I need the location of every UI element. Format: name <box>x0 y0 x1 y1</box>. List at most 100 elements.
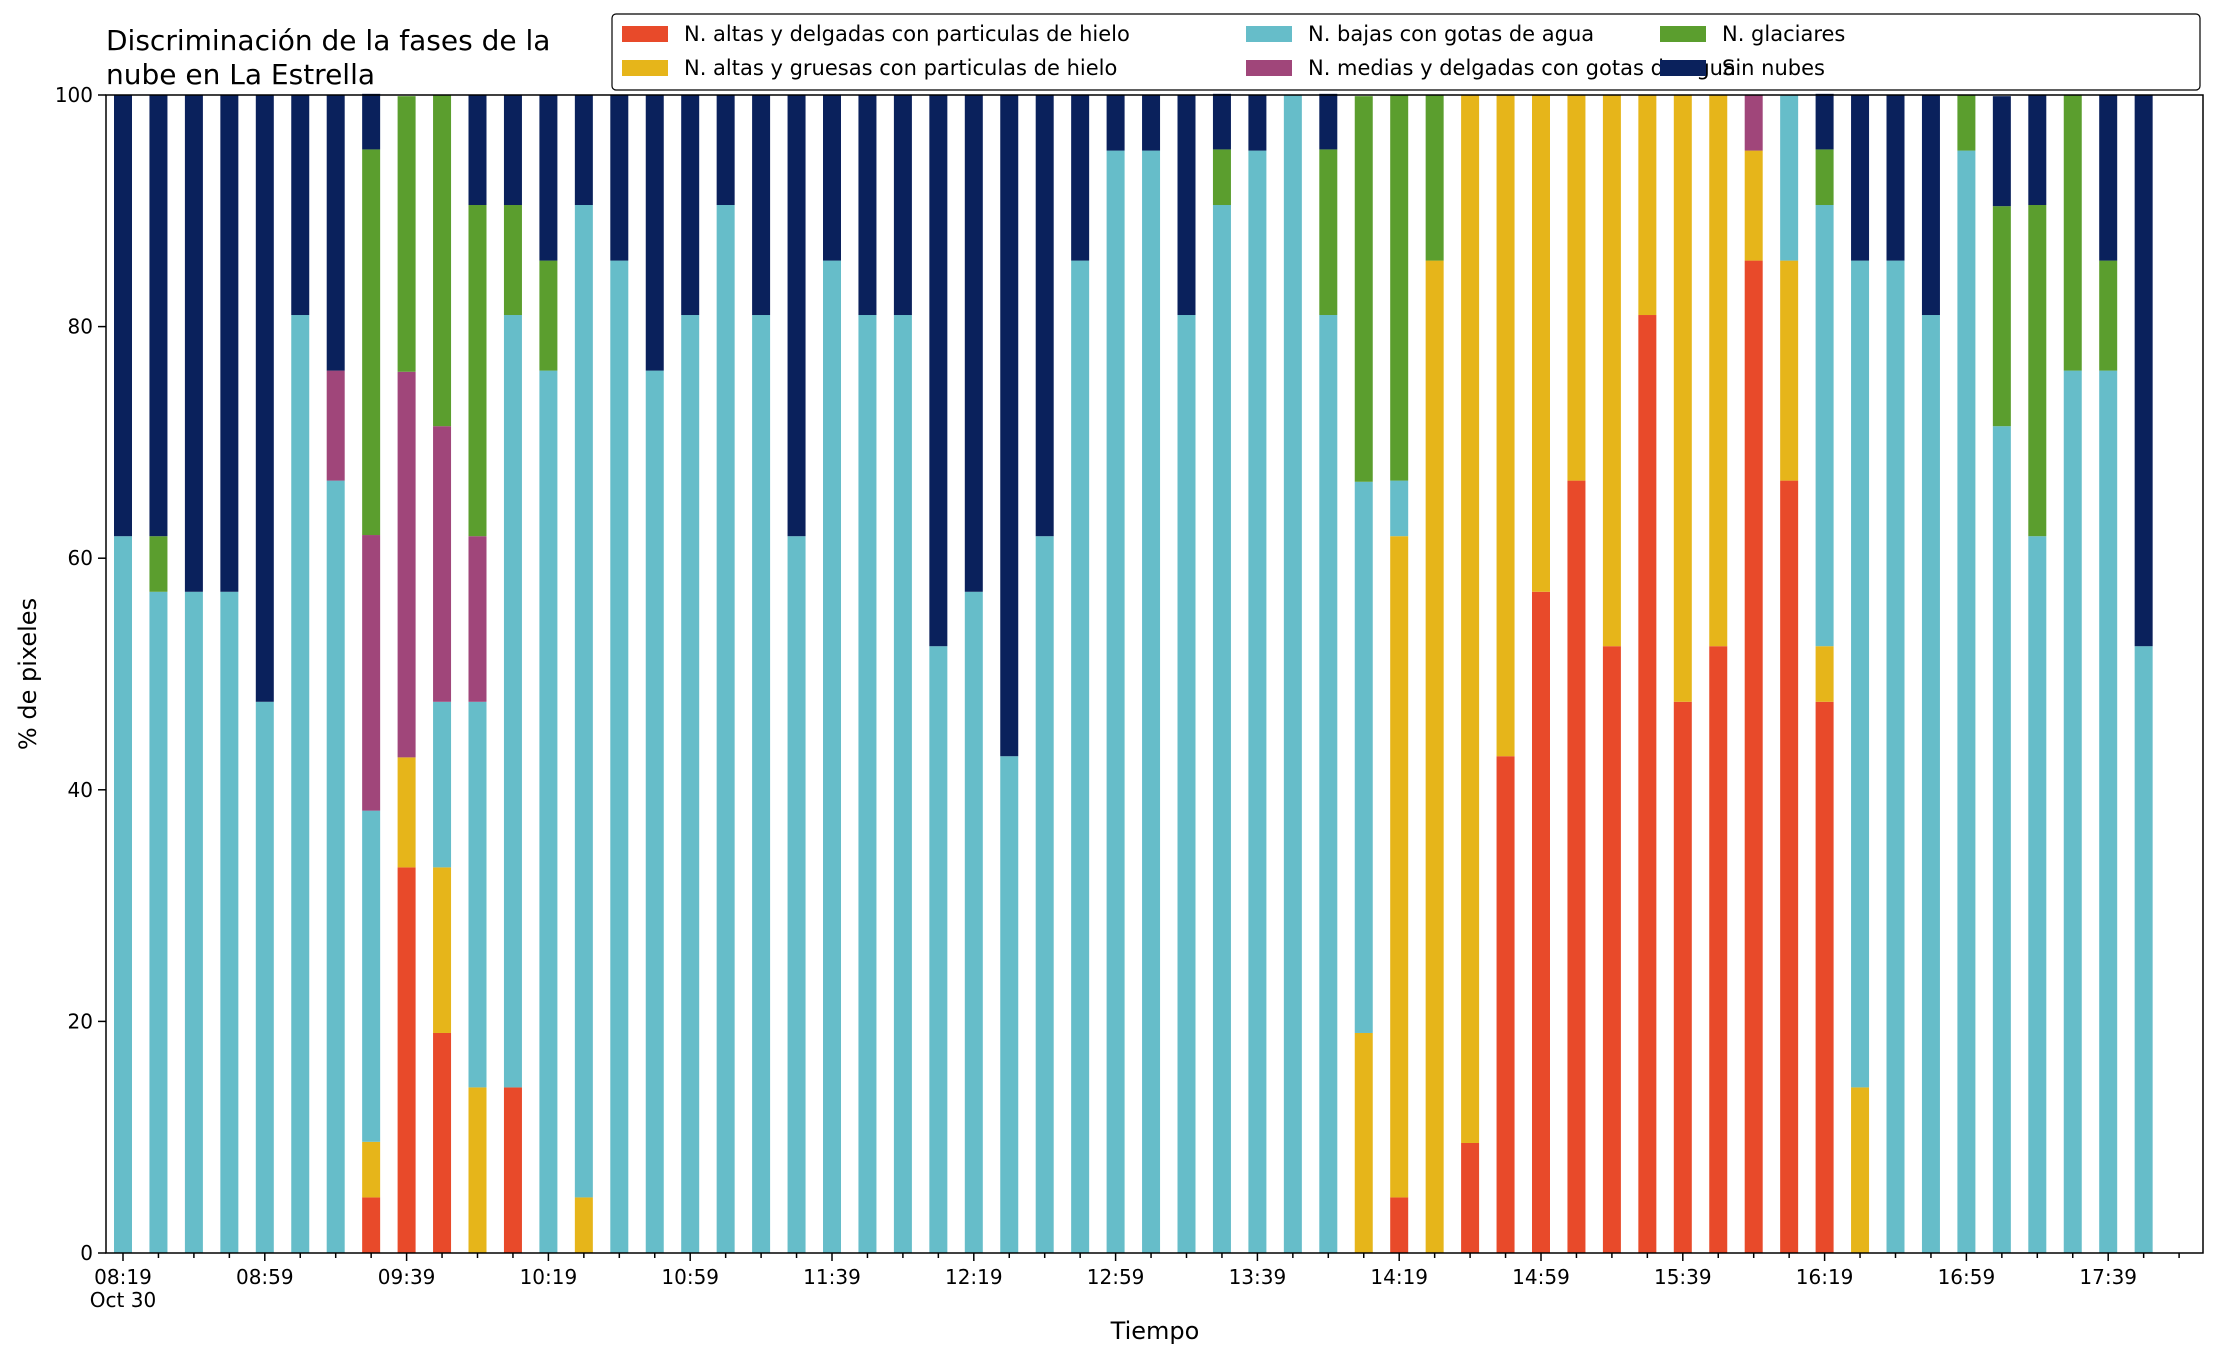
bar-segment-1639-series-5 <box>1886 95 1905 261</box>
y-tick-label: 40 <box>68 778 93 802</box>
chart-title-line-2: nube en La Estrella <box>106 58 375 91</box>
legend-swatch <box>1246 26 1292 42</box>
bar-segment-0949-series-1 <box>433 867 452 1033</box>
bar-segment-1059-series-5 <box>681 95 700 316</box>
bar-segment-1449-series-1 <box>1496 95 1515 757</box>
bar-segment-0939-series-0 <box>397 867 416 1253</box>
bar-segment-1059-series-2 <box>681 315 700 1253</box>
x-tick-label: 10:19 <box>520 1265 578 1289</box>
bar-segment-1029-series-1 <box>574 1197 593 1253</box>
bar-segment-1619-series-2 <box>1815 205 1834 647</box>
bar-segment-0829-series-4 <box>149 536 168 592</box>
bar-segment-1639-series-2 <box>1886 260 1905 1254</box>
bar-segment-0959-series-5 <box>468 95 487 206</box>
legend: N. altas y delgadas con particulas de hi… <box>611 13 2201 91</box>
bar-segment-1019-series-4 <box>539 260 558 371</box>
legend-swatch <box>1660 26 1706 42</box>
bar-segment-1309-series-2 <box>1142 150 1161 1254</box>
bar-segment-0949-series-0 <box>433 1032 452 1253</box>
bar-segment-1739-series-2 <box>2099 370 2118 1254</box>
bar-segment-0929-series-5 <box>362 93 381 150</box>
x-tick-label: 10:59 <box>661 1265 719 1289</box>
bar-segment-1359-series-5 <box>1319 93 1338 150</box>
bar-segment-1619-series-1 <box>1815 646 1834 702</box>
bar-segment-1739-series-5 <box>2099 95 2118 261</box>
bar-segment-0849-series-5 <box>220 95 239 592</box>
bar-segment-1529-series-1 <box>1638 95 1657 316</box>
bar-segment-0929-series-1 <box>362 1141 381 1198</box>
bar-segment-1159-series-2 <box>893 315 912 1253</box>
bar-segment-1009-series-4 <box>503 205 522 316</box>
bar-segment-1009-series-0 <box>503 1087 522 1253</box>
bar-segment-1539-series-1 <box>1673 95 1692 702</box>
bar-segment-1609-series-0 <box>1780 480 1799 1253</box>
bar-segment-1629-series-2 <box>1851 260 1870 1088</box>
bar-segment-1049-series-2 <box>645 370 664 1254</box>
y-axis: 0 20 40 60 80 100 <box>55 83 106 1265</box>
bar-segment-1609-series-2 <box>1780 95 1799 261</box>
bar-segment-1219-series-5 <box>964 95 983 592</box>
bar-segment-1029-series-5 <box>574 95 593 206</box>
bar-segment-1559-series-3 <box>1744 95 1763 151</box>
bar-segment-1629-series-1 <box>1851 1087 1870 1253</box>
bar-segment-1329-series-5 <box>1212 93 1231 150</box>
bar-segment-1609-series-1 <box>1780 260 1799 481</box>
bar-segment-1659-series-2 <box>1957 150 1976 1254</box>
bar-segment-1709-series-2 <box>1992 426 2011 1253</box>
bar-segment-1009-series-5 <box>503 95 522 206</box>
x-tick-label: 15:39 <box>1654 1265 1712 1289</box>
bar-segment-1109-series-5 <box>716 95 735 206</box>
bar-segment-1619-series-0 <box>1815 701 1834 1253</box>
bar-segment-0929-series-3 <box>362 535 381 811</box>
bar-segment-1129-series-2 <box>787 536 806 1253</box>
bar-segment-1459-series-1 <box>1532 95 1550 592</box>
y-axis-label: % de pixeles <box>14 598 42 750</box>
x-tick-label: 14:19 <box>1370 1265 1428 1289</box>
y-tick-label: 20 <box>68 1009 93 1033</box>
bar-segment-1459-series-0 <box>1532 591 1550 1253</box>
bar-segment-1229-series-2 <box>1000 756 1019 1253</box>
bar-segment-1139-series-2 <box>823 260 841 1254</box>
bar-segment-1409-series-1 <box>1354 1032 1373 1253</box>
bar-segment-1209-series-2 <box>929 646 948 1253</box>
bar-segment-1429-series-1 <box>1425 260 1444 1254</box>
y-tick-label: 80 <box>68 315 93 339</box>
x-tick-date-label: Oct 30 <box>90 1288 156 1312</box>
bar-segment-0929-series-2 <box>362 810 381 1142</box>
bar-segment-1709-series-5 <box>1992 96 2011 207</box>
legend-label: N. glaciares <box>1722 22 1845 46</box>
bar-segment-1139-series-5 <box>823 95 841 261</box>
bar-segment-0919-series-5 <box>326 95 345 371</box>
bar-segment-0959-series-2 <box>468 701 487 1088</box>
x-tick-label: 12:59 <box>1087 1265 1145 1289</box>
bar-segment-1709-series-4 <box>1992 206 2011 427</box>
bar-segment-1359-series-2 <box>1319 315 1338 1253</box>
bar-segment-1339-series-5 <box>1248 95 1267 151</box>
bar-segment-1739-series-4 <box>2099 260 2118 371</box>
x-tick-label: 13:39 <box>1229 1265 1287 1289</box>
bar-segment-1519-series-0 <box>1602 646 1621 1253</box>
plot-frame <box>105 94 2204 1254</box>
bar-segment-0909-series-5 <box>291 95 310 316</box>
legend-label: N. altas y delgadas con particulas de hi… <box>684 22 1130 46</box>
bar-segment-1559-series-1 <box>1744 150 1763 261</box>
bar-segment-1249-series-5 <box>1071 95 1090 261</box>
bar-segment-0939-series-3 <box>397 371 416 758</box>
bar-segment-1539-series-0 <box>1673 701 1692 1253</box>
bar-segment-1419-series-2 <box>1390 480 1409 537</box>
bar-segment-1339-series-2 <box>1248 150 1267 1254</box>
bar-segment-1109-series-2 <box>716 205 735 1253</box>
legend-swatch <box>1246 60 1292 76</box>
bar-segment-1329-series-4 <box>1212 149 1231 206</box>
bar-segment-1259-series-5 <box>1106 95 1125 151</box>
x-tick-label: 11:39 <box>803 1265 861 1289</box>
bar-segment-1619-series-4 <box>1815 149 1834 206</box>
bar-segment-0919-series-2 <box>326 480 345 1253</box>
bar-segment-1029-series-2 <box>574 205 593 1198</box>
bar-segment-0949-series-2 <box>433 701 452 868</box>
bar-segment-0959-series-1 <box>468 1087 487 1253</box>
bar-segment-0839-series-5 <box>184 95 203 592</box>
legend-label: N. altas y gruesas con particulas de hie… <box>684 56 1117 80</box>
bar-segment-0949-series-4 <box>433 95 452 427</box>
bar-segment-1019-series-5 <box>539 95 558 261</box>
